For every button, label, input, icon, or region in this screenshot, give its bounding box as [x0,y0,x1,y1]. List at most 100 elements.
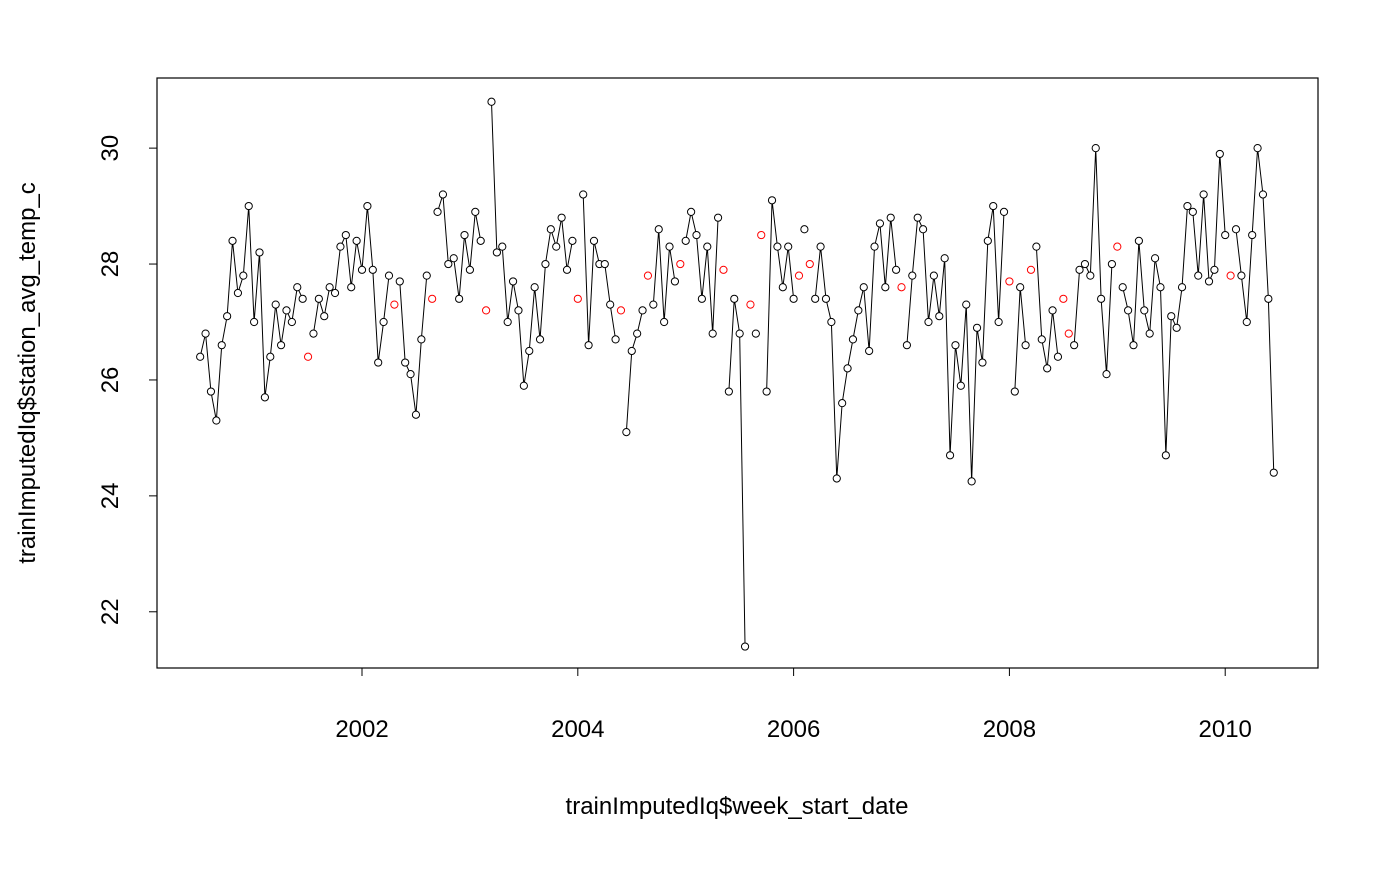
data-point [1016,283,1025,292]
data-point [1204,277,1214,286]
data-point [579,190,588,199]
data-point [816,242,825,251]
data-point [1070,341,1079,350]
plot-box [156,77,1319,669]
data-point [838,399,847,408]
data-point [676,259,685,269]
data-point [951,341,960,350]
data-point [697,294,706,303]
data-point [401,358,410,367]
data-point [881,283,890,292]
series-line [199,101,1275,647]
data-point [956,381,965,390]
data-point [395,277,404,286]
data-point [330,288,340,298]
data-point [730,294,739,303]
data-point [1091,144,1100,153]
data-point [503,317,512,327]
data-point [1140,306,1149,315]
data-point [1199,190,1208,199]
data-point [606,300,615,309]
data-point [1156,283,1165,292]
data-point [293,283,302,292]
data-point [1226,271,1235,280]
data-point [589,236,599,245]
data-point [390,300,399,309]
data-point [999,207,1009,216]
data-point [859,283,868,292]
data-point [465,265,475,274]
data-point [1269,468,1278,477]
data-point [433,207,442,216]
data-point [902,341,912,350]
data-point [535,335,545,344]
data-point [989,201,998,211]
data-point [1053,352,1063,361]
data-point [843,364,852,373]
y-tick-label: 24 [97,483,124,510]
data-point [519,381,528,390]
data-point [967,477,976,486]
data-point [460,230,469,240]
data-point [228,236,237,245]
data-point [287,317,296,327]
y-tick-label: 22 [97,598,124,625]
data-point [762,387,771,396]
data-point [983,236,992,245]
data-point [498,242,507,251]
data-point [924,317,933,327]
data-point [1080,259,1090,269]
data-point [1172,323,1181,332]
data-point [794,271,804,280]
data-point [525,346,534,356]
data-point [1183,201,1192,211]
data-point [352,236,361,245]
data-point [1248,230,1257,240]
data-point [746,300,755,309]
data-point [908,271,917,280]
data-point [455,294,464,303]
data-point [622,428,631,437]
data-point [751,329,760,338]
data-point [233,288,243,298]
data-point [972,323,982,332]
data-point [789,294,798,303]
data-point [811,294,820,303]
data-point [201,329,210,338]
data-point [357,265,367,274]
data-point [276,341,286,350]
data-point [584,341,593,350]
data-point [1210,265,1219,274]
data-point [638,306,647,315]
data-point [271,300,280,309]
data-point [314,294,323,303]
data-point [1026,265,1036,274]
data-point [832,474,841,483]
data-point [1237,271,1246,280]
data-point [1021,341,1030,350]
data-point [325,283,334,292]
data-point [719,265,728,274]
data-point [206,387,216,396]
data-point [633,329,642,338]
data-point [1075,265,1084,274]
x-tick-label: 2010 [1199,716,1252,743]
data-point [428,294,437,303]
data-point [740,642,750,651]
data-point [767,196,777,205]
data-point [1086,271,1095,280]
data-point [827,317,836,327]
y-tick-label: 28 [97,251,124,278]
data-point [1097,294,1106,303]
data-point [1161,451,1170,460]
data-point [568,236,577,245]
data-point [848,335,858,344]
data-point [562,265,572,274]
data-point [508,277,518,286]
data-point [282,306,291,315]
data-point [865,346,874,356]
x-axis-label: trainImputedIq$week_start_date [566,793,909,820]
data-point [660,317,669,327]
data-point [1188,207,1197,216]
